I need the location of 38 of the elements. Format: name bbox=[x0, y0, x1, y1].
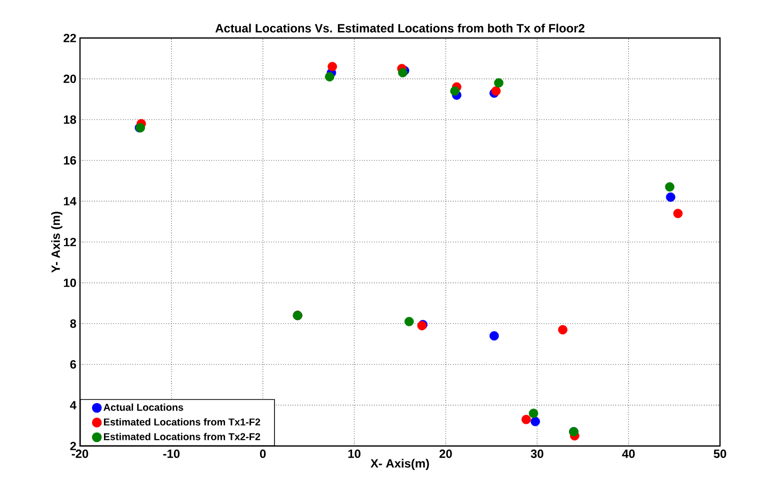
point bbox=[450, 86, 460, 96]
point bbox=[521, 414, 531, 424]
x-tick-label: 20 bbox=[439, 450, 452, 458]
x-axis-title: X- Axis(m) bbox=[370, 458, 429, 470]
point bbox=[558, 325, 568, 334]
y-tick-label: 4 bbox=[70, 401, 76, 410]
point bbox=[404, 316, 414, 326]
point bbox=[328, 62, 338, 72]
legend-label: Estimated Locations from Tx1-F2 bbox=[104, 418, 260, 426]
point bbox=[489, 331, 499, 341]
x-tick-label: 50 bbox=[714, 450, 726, 458]
point bbox=[673, 208, 683, 218]
y-tick-label: 20 bbox=[64, 74, 76, 84]
y-tick-label: 12 bbox=[64, 238, 76, 246]
y-tick-label: 18 bbox=[64, 115, 76, 124]
x-tick-label: 40 bbox=[622, 450, 635, 458]
legend-label: Actual Locations bbox=[104, 404, 184, 411]
y-axis-title: Y- Axis (m) bbox=[51, 212, 62, 273]
y-tick-label: 22 bbox=[64, 34, 76, 42]
x-tick-label: 0 bbox=[260, 450, 266, 458]
y-tick-label: 6 bbox=[70, 360, 76, 369]
y-tick-label: 16 bbox=[64, 156, 76, 165]
y-tick-label: 14 bbox=[64, 197, 76, 206]
x-tick-label: -20 bbox=[72, 450, 88, 458]
x-tick-label: 10 bbox=[348, 450, 360, 458]
y-tick-label: 8 bbox=[70, 319, 76, 328]
legend-label: Estimated Locations from Tx2-F2 bbox=[104, 432, 260, 440]
point bbox=[530, 416, 540, 426]
point bbox=[494, 78, 504, 88]
x-tick-label: -10 bbox=[163, 450, 180, 458]
chart-title: Actual Locations Vs. Estimated Locations from both Tx of Floor2 bbox=[215, 24, 584, 32]
point bbox=[324, 72, 334, 82]
point bbox=[666, 192, 676, 202]
y-tick-label: 10 bbox=[64, 278, 76, 288]
y-tick-label: 2 bbox=[70, 442, 76, 450]
point bbox=[528, 408, 538, 418]
x-tick-label: 30 bbox=[530, 450, 544, 458]
point bbox=[665, 182, 674, 192]
